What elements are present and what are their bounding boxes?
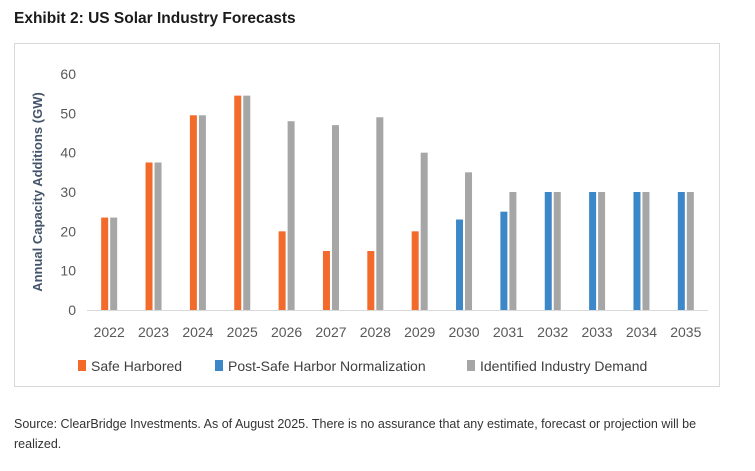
bar-identified-demand — [642, 192, 650, 310]
bar-post-safe-harbor — [500, 211, 508, 310]
bar-post-safe-harbor — [456, 219, 464, 310]
bar-safe-harbored — [234, 95, 242, 310]
x-tick-label: 2030 — [448, 324, 479, 340]
bar-post-safe-harbor — [633, 192, 641, 310]
x-tick-label: 2033 — [582, 324, 613, 340]
x-tick-label: 2026 — [271, 324, 302, 340]
y-tick-label: 30 — [60, 184, 76, 200]
bar-identified-demand — [110, 217, 118, 310]
legend-label: Identified Industry Demand — [480, 358, 647, 374]
y-tick-label: 60 — [60, 66, 76, 82]
x-tick-label: 2022 — [94, 324, 125, 340]
bar-safe-harbored — [189, 115, 197, 310]
bar-identified-demand — [686, 192, 694, 310]
x-tick-label: 2031 — [493, 324, 524, 340]
chart-frame — [14, 43, 720, 387]
bar-identified-demand — [598, 192, 606, 310]
bar-post-safe-harbor — [589, 192, 597, 310]
y-axis-label: Annual Capacity Additions (GW) — [30, 92, 45, 292]
legend-swatch — [78, 360, 86, 371]
bar-identified-demand — [154, 162, 162, 310]
x-tick-label: 2034 — [626, 324, 657, 340]
bar-identified-demand — [553, 192, 561, 310]
x-tick-label: 2029 — [404, 324, 435, 340]
y-tick-label: 20 — [60, 223, 76, 239]
x-tick-label: 2035 — [670, 324, 701, 340]
bar-safe-harbored — [411, 231, 419, 310]
bar-post-safe-harbor — [544, 192, 552, 310]
bar-identified-demand — [198, 115, 206, 310]
x-tick-label: 2024 — [182, 324, 213, 340]
bar-safe-harbored — [367, 251, 375, 310]
bar-safe-harbored — [322, 251, 330, 310]
bar-identified-demand — [287, 121, 295, 310]
x-tick-label: 2027 — [315, 324, 346, 340]
y-tick-label: 10 — [60, 263, 76, 279]
y-tick-label: 0 — [68, 302, 76, 318]
x-tick-label: 2028 — [360, 324, 391, 340]
exhibit-title: Exhibit 2: US Solar Industry Forecasts — [14, 10, 296, 27]
bar-identified-demand — [465, 172, 473, 310]
x-tick-label: 2023 — [138, 324, 169, 340]
bar-identified-demand — [420, 152, 428, 310]
legend-swatch — [215, 360, 223, 371]
bar-identified-demand — [376, 117, 384, 311]
bar-identified-demand — [243, 95, 251, 310]
source-note: Source: ClearBridge Investments. As of A… — [14, 417, 697, 451]
bar-safe-harbored — [278, 231, 286, 310]
bar-safe-harbored — [101, 217, 109, 310]
bar-safe-harbored — [145, 162, 153, 310]
bar-identified-demand — [331, 125, 339, 310]
bar-post-safe-harbor — [677, 192, 685, 310]
legend-label: Safe Harbored — [91, 358, 182, 374]
x-tick-label: 2025 — [227, 324, 258, 340]
y-tick-label: 40 — [60, 145, 76, 161]
bar-identified-demand — [509, 192, 517, 310]
legend-swatch — [467, 360, 475, 371]
x-tick-label: 2032 — [537, 324, 568, 340]
y-tick-label: 50 — [60, 105, 76, 121]
legend-label: Post-Safe Harbor Normalization — [228, 358, 426, 374]
